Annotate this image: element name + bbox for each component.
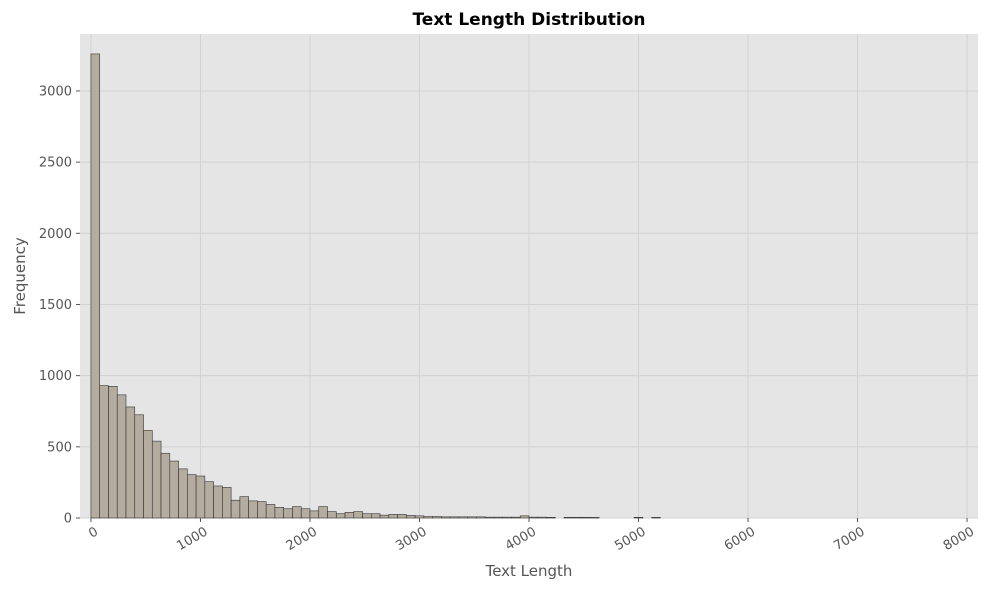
histogram-bar bbox=[99, 385, 109, 519]
histogram-bar bbox=[493, 516, 504, 519]
y-tick-label: 1500 bbox=[39, 298, 72, 313]
histogram-bar bbox=[397, 514, 407, 519]
y-tick-label: 3000 bbox=[39, 84, 72, 99]
histogram-bar bbox=[187, 474, 197, 519]
histogram-bar bbox=[476, 516, 486, 519]
histogram-bar bbox=[204, 481, 214, 519]
histogram-bar bbox=[169, 460, 179, 519]
y-tick-label: 0 bbox=[64, 512, 72, 527]
histogram-bar bbox=[449, 516, 460, 519]
histogram-bar bbox=[292, 506, 302, 519]
histogram-bar bbox=[590, 517, 600, 519]
histogram-bar bbox=[257, 501, 267, 519]
histogram-bar bbox=[300, 508, 311, 519]
x-tick-label: 5000 bbox=[612, 524, 648, 554]
histogram-bar bbox=[116, 394, 127, 519]
histogram-bar bbox=[274, 507, 284, 519]
histogram-bar bbox=[178, 468, 188, 519]
x-tick-label: 4000 bbox=[503, 524, 539, 554]
x-tick-label: 1000 bbox=[174, 524, 210, 554]
histogram-bar bbox=[283, 508, 293, 519]
histogram-bar bbox=[213, 485, 223, 519]
histogram-bar bbox=[344, 512, 355, 519]
x-tick-label: 3000 bbox=[393, 524, 429, 554]
y-tick-label: 2500 bbox=[39, 156, 72, 171]
x-axis-label: Text Length bbox=[485, 562, 573, 580]
histogram-bar bbox=[406, 515, 416, 519]
histogram-bar bbox=[414, 515, 425, 519]
histogram-bar bbox=[230, 499, 241, 519]
histogram-bar bbox=[546, 516, 556, 519]
x-tick-label: 2000 bbox=[284, 524, 320, 554]
histogram-bar bbox=[239, 496, 249, 519]
y-tick-label: 500 bbox=[47, 440, 72, 455]
histogram-bar bbox=[441, 516, 451, 519]
histogram-bar bbox=[248, 500, 258, 519]
y-axis-label: Frequency bbox=[11, 237, 29, 315]
x-tick-label: 0 bbox=[86, 524, 101, 541]
chart-title: Text Length Distribution bbox=[412, 10, 645, 30]
histogram-bar bbox=[143, 430, 153, 519]
histogram-bar bbox=[388, 514, 398, 519]
histogram-bar bbox=[309, 510, 320, 519]
histogram-bar bbox=[222, 487, 232, 519]
histogram-bar bbox=[265, 504, 276, 519]
histogram-bar bbox=[327, 511, 337, 519]
histogram-bar bbox=[90, 53, 101, 519]
x-tick-label: 8000 bbox=[941, 524, 977, 554]
bars bbox=[90, 53, 661, 519]
histogram-bar bbox=[125, 406, 136, 519]
histogram-bar bbox=[108, 386, 118, 519]
y-tick-labels: 0 500 1000 1500 2000 2500 3000 bbox=[39, 84, 80, 527]
histogram-bar bbox=[134, 414, 144, 519]
y-tick-label: 1000 bbox=[39, 369, 72, 384]
histogram-bar bbox=[379, 514, 390, 519]
histogram-bar bbox=[651, 517, 661, 519]
histogram-bar bbox=[581, 516, 591, 519]
y-tick-label: 2000 bbox=[39, 227, 72, 242]
histogram-bar bbox=[318, 506, 328, 519]
histogram-bar bbox=[484, 516, 495, 519]
x-tick-label: 7000 bbox=[831, 524, 867, 554]
histogram-bar bbox=[537, 516, 547, 519]
histogram-bar bbox=[160, 452, 171, 519]
histogram-bar bbox=[151, 440, 162, 519]
histogram-bar bbox=[335, 513, 346, 519]
histogram-bar bbox=[371, 513, 381, 519]
histogram-bar bbox=[633, 516, 644, 519]
histogram-bar bbox=[563, 516, 574, 519]
histogram-bar bbox=[467, 516, 477, 519]
histogram-bar bbox=[353, 511, 363, 519]
histogram-bar bbox=[432, 516, 442, 519]
histogram-bar bbox=[362, 513, 372, 519]
histogram-bar bbox=[458, 516, 468, 519]
histogram-bar bbox=[528, 516, 539, 519]
histogram-bar bbox=[511, 516, 521, 519]
histogram-bar bbox=[572, 516, 582, 519]
histogram-bar bbox=[195, 475, 206, 519]
histogram-bar bbox=[502, 516, 512, 519]
x-tick-labels: 0 1000 2000 3000 4000 5000 6000 7000 8000 bbox=[86, 518, 977, 554]
x-tick-label: 6000 bbox=[722, 524, 758, 554]
histogram-bar bbox=[423, 516, 433, 519]
histogram-bar bbox=[519, 515, 530, 519]
